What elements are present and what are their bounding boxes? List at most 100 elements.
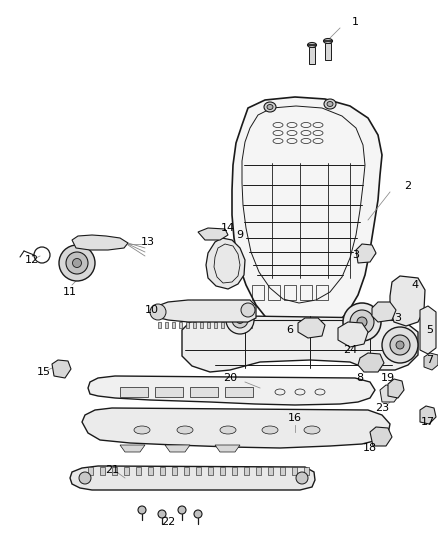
Text: 20: 20	[223, 373, 237, 383]
Text: 12: 12	[25, 255, 39, 265]
Text: 2: 2	[404, 181, 412, 191]
Ellipse shape	[226, 306, 254, 334]
Text: 10: 10	[145, 305, 159, 315]
Polygon shape	[186, 322, 189, 328]
Ellipse shape	[307, 43, 317, 47]
Text: 24: 24	[343, 345, 357, 355]
Text: 6: 6	[286, 325, 293, 335]
Polygon shape	[228, 322, 231, 328]
Polygon shape	[172, 467, 177, 475]
Polygon shape	[215, 445, 240, 452]
Polygon shape	[372, 302, 396, 322]
Polygon shape	[380, 385, 400, 402]
Polygon shape	[280, 467, 285, 475]
Ellipse shape	[324, 38, 332, 44]
Ellipse shape	[396, 341, 404, 349]
Polygon shape	[232, 467, 237, 475]
Ellipse shape	[304, 426, 320, 434]
Text: 5: 5	[427, 325, 434, 335]
Polygon shape	[88, 467, 93, 475]
Polygon shape	[206, 238, 245, 289]
Text: 13: 13	[141, 237, 155, 247]
Polygon shape	[420, 306, 436, 354]
Ellipse shape	[79, 472, 91, 484]
Polygon shape	[208, 467, 213, 475]
Polygon shape	[155, 387, 183, 397]
Text: 19: 19	[381, 373, 395, 383]
Text: 14: 14	[221, 223, 235, 233]
Ellipse shape	[296, 472, 308, 484]
Polygon shape	[193, 322, 196, 328]
Ellipse shape	[134, 426, 150, 434]
Ellipse shape	[262, 426, 278, 434]
Polygon shape	[184, 467, 189, 475]
Polygon shape	[52, 360, 71, 378]
Text: 16: 16	[288, 413, 302, 423]
Polygon shape	[207, 322, 210, 328]
Polygon shape	[370, 427, 392, 446]
Polygon shape	[232, 97, 382, 334]
Polygon shape	[268, 467, 273, 475]
Polygon shape	[298, 318, 325, 338]
Text: 23: 23	[375, 403, 389, 413]
Ellipse shape	[357, 317, 367, 327]
Ellipse shape	[241, 303, 255, 317]
Polygon shape	[182, 316, 418, 372]
Ellipse shape	[220, 426, 236, 434]
Polygon shape	[420, 406, 436, 424]
Polygon shape	[390, 276, 425, 326]
Polygon shape	[309, 47, 315, 64]
Polygon shape	[198, 228, 228, 240]
Polygon shape	[221, 322, 224, 328]
Text: 22: 22	[161, 517, 175, 527]
Text: 18: 18	[363, 443, 377, 453]
Polygon shape	[292, 467, 297, 475]
Polygon shape	[358, 353, 384, 372]
Ellipse shape	[350, 310, 374, 334]
Polygon shape	[190, 387, 218, 397]
Polygon shape	[172, 322, 175, 328]
Polygon shape	[356, 244, 376, 263]
Polygon shape	[325, 43, 331, 60]
Polygon shape	[124, 467, 129, 475]
Ellipse shape	[237, 317, 244, 324]
Polygon shape	[249, 322, 252, 328]
Text: 4: 4	[411, 280, 419, 290]
Ellipse shape	[194, 510, 202, 518]
Polygon shape	[152, 300, 256, 322]
Ellipse shape	[390, 335, 410, 355]
Ellipse shape	[382, 327, 418, 363]
Text: 8: 8	[357, 373, 364, 383]
Polygon shape	[242, 322, 245, 328]
Ellipse shape	[150, 304, 166, 320]
Polygon shape	[179, 322, 182, 328]
Ellipse shape	[178, 506, 186, 514]
Polygon shape	[148, 467, 153, 475]
Polygon shape	[256, 467, 261, 475]
Polygon shape	[196, 467, 201, 475]
Polygon shape	[388, 379, 404, 398]
Polygon shape	[220, 467, 225, 475]
Polygon shape	[304, 467, 309, 475]
Polygon shape	[160, 467, 165, 475]
Polygon shape	[200, 322, 203, 328]
Ellipse shape	[343, 303, 381, 341]
Ellipse shape	[232, 312, 248, 328]
Ellipse shape	[177, 426, 193, 434]
Polygon shape	[88, 376, 375, 405]
Text: 21: 21	[105, 465, 119, 475]
Ellipse shape	[327, 101, 333, 107]
Text: 9: 9	[237, 230, 244, 240]
Ellipse shape	[138, 506, 146, 514]
Polygon shape	[136, 467, 141, 475]
Ellipse shape	[59, 245, 95, 281]
Polygon shape	[235, 322, 238, 328]
Polygon shape	[70, 466, 315, 490]
Polygon shape	[72, 235, 128, 250]
Ellipse shape	[158, 510, 166, 518]
Text: 17: 17	[421, 417, 435, 427]
Text: 1: 1	[352, 17, 358, 27]
Ellipse shape	[73, 259, 81, 268]
Ellipse shape	[324, 99, 336, 109]
Text: 3: 3	[395, 313, 402, 323]
